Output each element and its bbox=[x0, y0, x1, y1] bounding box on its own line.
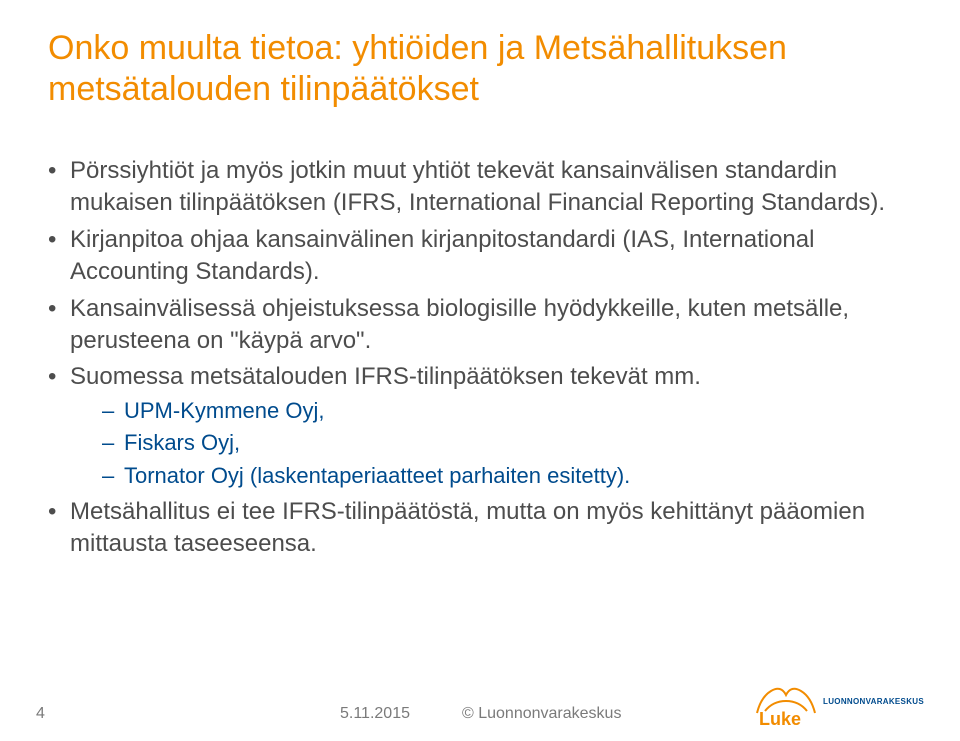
sub-bullet-item: Fiskars Oyj, bbox=[102, 428, 912, 459]
bullet-item: Kansainvälisessä ohjeistuksessa biologis… bbox=[48, 293, 912, 358]
footer-date: 5.11.2015 bbox=[340, 705, 410, 723]
slide: Onko muulta tietoa: yhtiöiden ja Metsäha… bbox=[0, 0, 960, 741]
bullet-item: Pörssiyhtiöt ja myös jotkin muut yhtiöt … bbox=[48, 155, 912, 220]
sub-bullet-text: Fiskars Oyj, bbox=[124, 430, 240, 455]
bullet-text: Metsähallitus ei tee IFRS-tilinpäätöstä,… bbox=[70, 498, 865, 557]
sub-bullet-item: Tornator Oyj (laskentaperiaatteet parhai… bbox=[102, 461, 912, 492]
bullet-item: Kirjanpitoa ohjaa kansainvälinen kirjanp… bbox=[48, 224, 912, 289]
sub-bullet-text: Tornator Oyj (laskentaperiaatteet parhai… bbox=[124, 463, 630, 488]
luke-logo-icon: Luke bbox=[755, 677, 817, 727]
sub-bullet-item: UPM-Kymmene Oyj, bbox=[102, 396, 912, 427]
bullet-text: Suomessa metsätalouden IFRS-tilinpäätöks… bbox=[70, 363, 701, 390]
sub-bullet-list: UPM-Kymmene Oyj, Fiskars Oyj, Tornator O… bbox=[70, 396, 912, 492]
luke-logo: Luke LUONNONVARAKESKUS bbox=[755, 677, 924, 727]
title-line-1: Onko muulta tietoa: yhtiöiden ja Metsäha… bbox=[48, 29, 787, 67]
bullet-text: Kirjanpitoa ohjaa kansainvälinen kirjanp… bbox=[70, 226, 814, 285]
bullet-item: Suomessa metsätalouden IFRS-tilinpäätöks… bbox=[48, 361, 912, 492]
svg-text:Luke: Luke bbox=[759, 709, 801, 727]
bullet-item: Metsähallitus ei tee IFRS-tilinpäätöstä,… bbox=[48, 496, 912, 561]
bullet-text: Kansainvälisessä ohjeistuksessa biologis… bbox=[70, 295, 849, 354]
bullet-text: Pörssiyhtiöt ja myös jotkin muut yhtiöt … bbox=[70, 157, 885, 216]
page-number: 4 bbox=[36, 705, 76, 723]
logo-subtext: LUONNONVARAKESKUS bbox=[823, 698, 924, 707]
footer: 4 5.11.2015 © Luonnonvarakeskus Luke LUO… bbox=[0, 705, 960, 723]
slide-title: Onko muulta tietoa: yhtiöiden ja Metsäha… bbox=[48, 28, 912, 111]
luke-logo-text: LUONNONVARAKESKUS bbox=[823, 698, 924, 707]
footer-copyright: © Luonnonvarakeskus bbox=[462, 705, 621, 723]
title-line-2: metsätalouden tilinpäätökset bbox=[48, 70, 479, 108]
sub-bullet-text: UPM-Kymmene Oyj, bbox=[124, 398, 324, 423]
bullet-list: Pörssiyhtiöt ja myös jotkin muut yhtiöt … bbox=[48, 155, 912, 561]
